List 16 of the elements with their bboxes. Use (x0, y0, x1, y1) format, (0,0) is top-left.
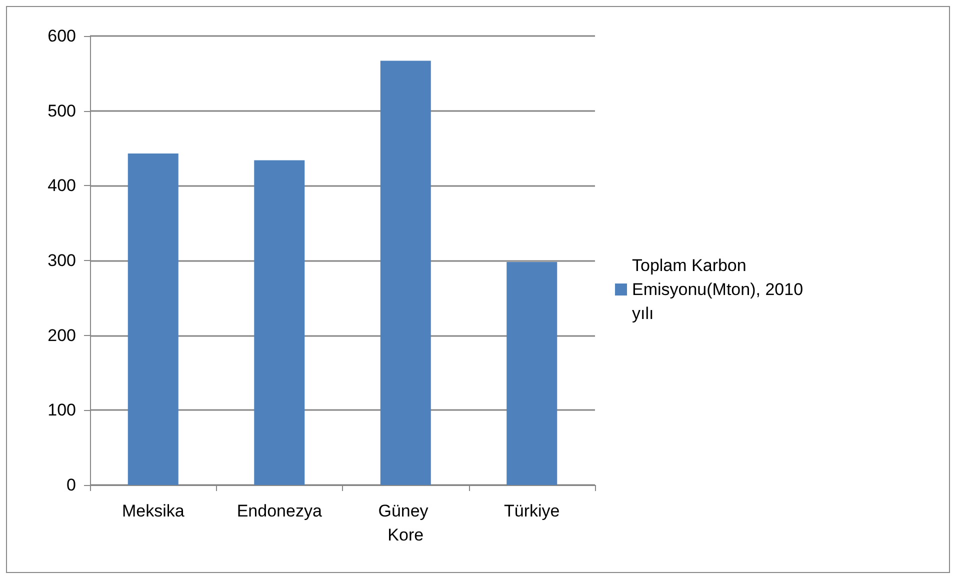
bar (506, 262, 558, 485)
y-tick-label: 300 (48, 251, 76, 270)
x-tick-label: Güney Kore (378, 502, 434, 544)
y-tick-label: 600 (48, 26, 76, 46)
x-tick-label: Meksika (122, 502, 185, 520)
bar (254, 160, 305, 485)
bar (380, 60, 431, 485)
y-tick-label: 100 (48, 400, 76, 420)
x-tick-label: Türkiye (504, 502, 560, 520)
y-tick-label: 500 (48, 101, 76, 120)
y-tick-label: 400 (48, 176, 76, 196)
y-tick-label: 0 (66, 476, 76, 494)
x-tick-label: Endonezya (236, 502, 322, 520)
legend-label: Toplam Karbon Emisyonu(Mton), 2010 yılı (632, 256, 808, 323)
bar (128, 153, 178, 485)
y-tick-label: 200 (48, 326, 76, 345)
